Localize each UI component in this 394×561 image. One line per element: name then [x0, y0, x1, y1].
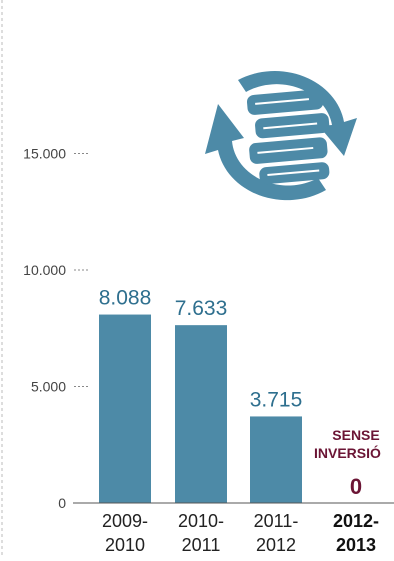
bar-value-label: 3.715 [250, 388, 303, 411]
x-category-label-line2: 2011 [182, 535, 221, 555]
y-tick-label: 15.000 [23, 146, 66, 162]
x-category-label-line2: 2010 [105, 535, 145, 555]
y-axis: 0 5.000 10.000 15.000 [23, 146, 88, 511]
books-recycle-icon [205, 71, 357, 201]
value-labels: 8.088 7.633 3.715 0 [99, 287, 362, 499]
x-category-label-line2: 2012 [256, 535, 296, 555]
x-category-label-line1: 2009- [102, 511, 148, 531]
annotation-line-1: SENSE [332, 427, 379, 443]
no-investment-annotation: SENSE INVERSIÓ [314, 427, 381, 461]
y-tick-label: 10.000 [23, 262, 66, 278]
bar-value-label: 8.088 [99, 287, 152, 310]
annotation-line-2: INVERSIÓ [314, 444, 381, 461]
y-tick-label: 5.000 [31, 379, 66, 395]
y-tick-label: 0 [58, 495, 66, 511]
bar [250, 416, 302, 503]
x-category-label-line2: 2013 [336, 535, 376, 555]
x-category-label-line1: 2012- [333, 511, 379, 531]
bar [99, 314, 151, 503]
value-label-zero: 0 [350, 474, 362, 499]
bar [175, 325, 227, 503]
bar-value-label: 7.633 [175, 297, 228, 320]
x-category-label-line1: 2011- [254, 511, 299, 531]
x-axis-labels: 2009- 2010 2010- 2011 2011- 2012 2012- 2013 [102, 511, 379, 555]
bars [99, 314, 302, 503]
x-category-label-line1: 2010- [178, 511, 224, 531]
